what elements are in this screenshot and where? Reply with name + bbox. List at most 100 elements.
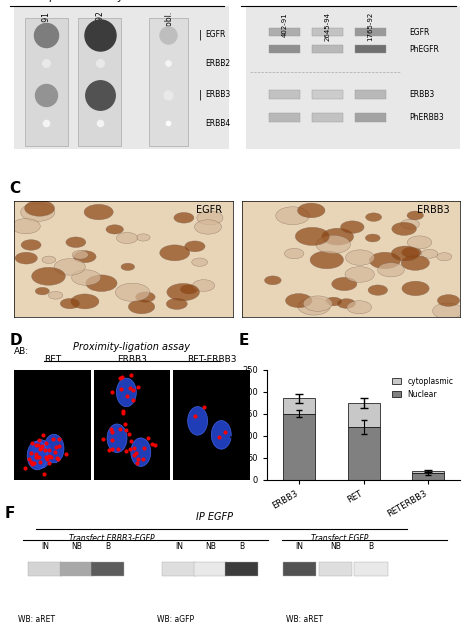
Circle shape [337,299,355,308]
Y-axis label: PLA signals: PLA signals [231,399,239,451]
Point [126,444,134,454]
Text: D: D [10,333,23,348]
Point [28,438,35,448]
Point [107,424,114,434]
Circle shape [48,291,63,299]
FancyBboxPatch shape [312,28,343,36]
Text: PhERBB3: PhERBB3 [409,113,444,122]
FancyBboxPatch shape [193,562,227,577]
Point [120,408,127,418]
Circle shape [166,299,187,309]
Point [33,453,40,463]
Circle shape [44,434,64,463]
Point [42,451,49,462]
Text: B: B [368,542,374,551]
Point [127,436,134,446]
Text: C: C [10,182,21,196]
Point [36,435,43,446]
Point [36,457,44,467]
Text: Phospho-RTK array: Phospho-RTK array [25,0,124,2]
Point [130,449,138,460]
Point [52,442,60,452]
Text: ERBB4: ERBB4 [205,119,230,128]
Circle shape [72,250,88,259]
Circle shape [340,221,364,234]
Point [123,446,130,456]
Point [130,443,138,453]
Circle shape [421,249,438,258]
FancyBboxPatch shape [269,45,300,53]
Text: RET: RET [44,356,61,365]
Point [32,440,40,451]
Point [34,440,42,450]
Circle shape [128,300,155,314]
Text: WB: aRET: WB: aRET [19,615,55,624]
Point [133,458,141,468]
Text: 2645-94: 2645-94 [324,12,330,41]
Point [200,402,208,412]
Circle shape [54,259,85,275]
FancyBboxPatch shape [225,562,259,577]
Circle shape [193,280,215,291]
Circle shape [192,258,207,266]
FancyBboxPatch shape [78,18,121,146]
Point [45,445,53,455]
Circle shape [407,211,424,220]
Circle shape [286,293,312,308]
Point [33,452,41,462]
Circle shape [115,283,150,301]
Text: WB: aGFP: WB: aGFP [157,615,194,624]
Circle shape [73,250,96,263]
Text: 1765-92: 1765-92 [95,11,104,42]
Circle shape [185,241,205,252]
Circle shape [106,225,124,234]
Circle shape [391,246,419,261]
Circle shape [298,203,325,218]
Point [151,440,158,450]
Text: 1765-92: 1765-92 [367,12,373,41]
Point [96,58,104,69]
Text: Transfect ERBB3-EGFP: Transfect ERBB3-EGFP [69,534,155,543]
Circle shape [121,263,135,270]
Circle shape [369,252,400,269]
Point [145,433,152,444]
Circle shape [72,270,101,285]
Point [53,453,60,463]
Text: NB: NB [330,542,341,551]
Circle shape [365,234,380,242]
FancyBboxPatch shape [355,28,385,36]
Bar [412,471,444,473]
Point [96,30,104,40]
FancyBboxPatch shape [269,113,300,121]
Legend: cytoplasmic, Nuclear: cytoplasmic, Nuclear [389,374,457,402]
Point [132,447,140,458]
Point [42,89,50,100]
Circle shape [21,239,41,250]
Text: B: B [105,542,110,551]
Circle shape [12,219,40,234]
Circle shape [86,275,117,291]
Point [141,443,148,453]
Point [129,395,137,405]
Text: IN: IN [296,542,304,551]
FancyBboxPatch shape [269,28,300,36]
Circle shape [15,252,37,264]
Circle shape [345,266,374,282]
Point [96,89,104,100]
Circle shape [298,298,330,315]
Circle shape [116,378,136,407]
Point [28,459,36,469]
Point [192,410,199,421]
Text: NB: NB [205,542,216,551]
Circle shape [303,296,332,311]
Point [42,30,50,40]
Bar [283,414,315,480]
Circle shape [117,232,138,243]
Text: WB: aRET: WB: aRET [286,615,323,624]
Circle shape [35,288,49,295]
Point [36,444,43,454]
Text: 402-91: 402-91 [42,11,51,38]
Point [32,449,40,459]
Point [62,449,70,459]
Point [47,451,55,462]
